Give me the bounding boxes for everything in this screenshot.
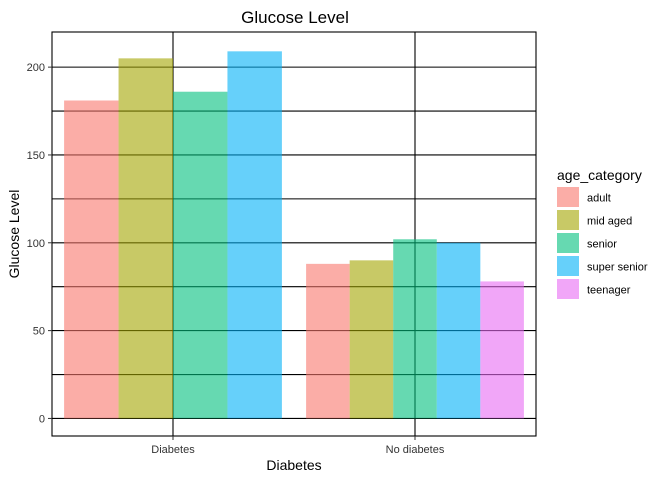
y-tick-label: 200 xyxy=(27,62,45,74)
bar-super-senior-no-diabetes xyxy=(436,242,481,419)
y-tick-label: 100 xyxy=(27,238,45,250)
legend-label: adult xyxy=(587,193,611,205)
legend: age_category adult mid aged senior super se… xyxy=(557,167,648,299)
bar-senior-no-diabetes xyxy=(393,239,437,419)
bar-adult-diabetes xyxy=(64,100,119,419)
bars-layer xyxy=(64,51,524,419)
bar-super-senior-diabetes xyxy=(227,51,282,419)
y-tick-label: 150 xyxy=(27,150,45,162)
legend-key-super-senior xyxy=(557,256,579,276)
legend-title: age_category xyxy=(557,167,642,183)
x-tick-label: No diabetes xyxy=(386,444,445,456)
bar-adult-no-diabetes xyxy=(306,263,350,419)
axis-layer: 0 50 100 150 200 Diabetes No diabetes xyxy=(27,62,445,456)
chart-title: Glucose Level xyxy=(241,8,349,27)
y-tick-label: 0 xyxy=(39,413,45,425)
legend-label: senior xyxy=(587,239,617,251)
plot-border xyxy=(51,31,537,437)
bar-mid-aged-no-diabetes xyxy=(349,260,394,419)
bar-teenager-no-diabetes xyxy=(480,281,524,419)
y-axis-label: Glucose Level xyxy=(6,190,22,279)
x-tick-label: Diabetes xyxy=(151,444,195,456)
bar-senior-diabetes xyxy=(173,91,228,419)
y-tick-label: 50 xyxy=(33,326,45,338)
x-axis-label: Diabetes xyxy=(266,457,321,473)
legend-key-adult xyxy=(557,187,579,207)
legend-label: teenager xyxy=(587,285,631,297)
bar-mid-aged-diabetes xyxy=(118,58,173,419)
legend-key-senior xyxy=(557,233,579,253)
legend-label: super senior xyxy=(587,262,648,274)
legend-label: mid aged xyxy=(587,216,632,228)
legend-key-teenager xyxy=(557,279,579,299)
legend-key-mid-aged xyxy=(557,210,579,230)
